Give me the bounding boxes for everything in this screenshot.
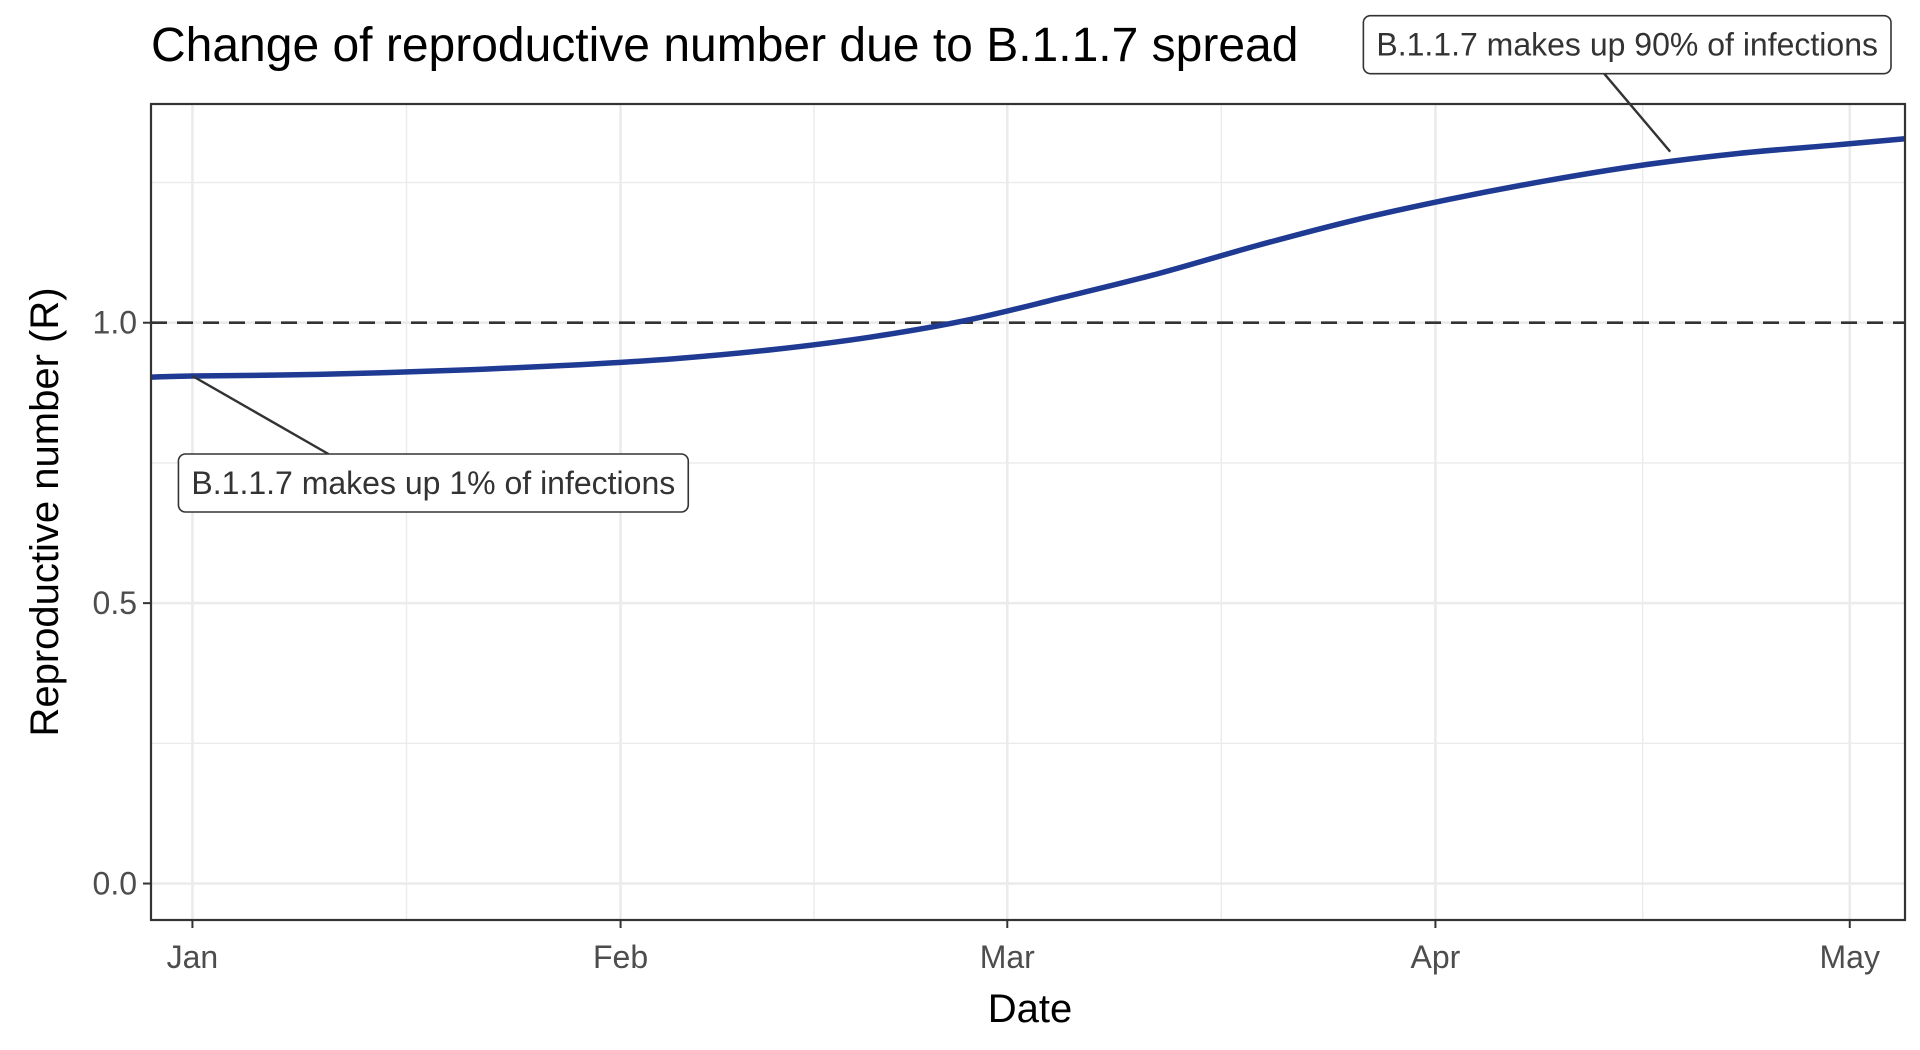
- annotation-label-box: [1362, 14, 1892, 75]
- y-tick-label: 0.0: [93, 866, 137, 902]
- axis-ticks: Jan Feb Mar Apr May 0.0 0.5 1.0: [93, 305, 1880, 975]
- annotations: B.1.1.7 makes up 1% of infections B.1.1.7…: [177, 14, 1892, 513]
- annotation-label-box: [177, 453, 690, 513]
- r-series-line: [150, 136, 1906, 380]
- x-tick-label: Apr: [1411, 939, 1461, 975]
- y-tick-label: 0.5: [93, 585, 137, 621]
- annotation-label: B.1.1.7 makes up 1% of infections: [191, 465, 675, 501]
- series: [150, 136, 1906, 380]
- annotation-leader-line: [191, 374, 330, 456]
- x-tick-label: Jan: [167, 939, 219, 975]
- x-axis-title: Date: [988, 987, 1073, 1031]
- y-axis-title: Reproductive number (R): [23, 287, 67, 736]
- annotation-leader-line: [1603, 72, 1672, 153]
- chart-title: Change of reproductive number due to B.1…: [151, 19, 1298, 72]
- x-tick-label: Feb: [593, 939, 648, 975]
- x-tick-label: May: [1820, 939, 1880, 975]
- annotation-label: B.1.1.7 makes up 90% of infections: [1376, 27, 1878, 63]
- plot-panel-border: [149, 102, 1907, 922]
- y-tick-label: 1.0: [93, 305, 137, 341]
- x-tick-label: Mar: [980, 939, 1035, 975]
